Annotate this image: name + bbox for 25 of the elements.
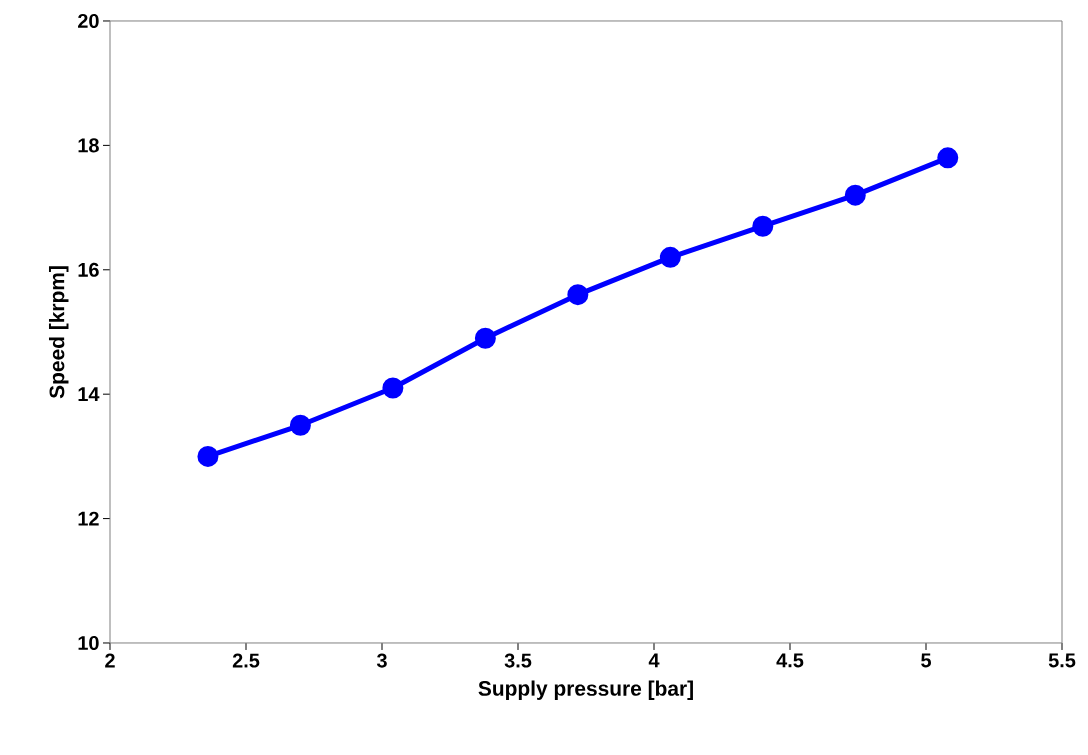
point bbox=[382, 377, 404, 399]
point bbox=[844, 184, 866, 206]
x-tick-label: 3.5 bbox=[504, 653, 532, 668]
point bbox=[937, 147, 959, 169]
y-axis-title: Speed [krpm] bbox=[48, 266, 69, 399]
x-tick-label: 4 bbox=[648, 653, 660, 668]
x-tick-label: 4.5 bbox=[776, 653, 804, 668]
y-tick-label: 16 bbox=[78, 262, 99, 277]
x-tick-label: 2 bbox=[105, 653, 115, 668]
y-tick-label: 10 bbox=[78, 635, 99, 651]
y-tick-label: 14 bbox=[78, 387, 100, 402]
point bbox=[474, 327, 496, 349]
point bbox=[289, 414, 311, 436]
x-tick-label: 5 bbox=[921, 653, 931, 668]
x-tick-label: 3 bbox=[376, 653, 387, 668]
x-tick-label: 5.5 bbox=[1048, 653, 1076, 668]
point bbox=[659, 246, 681, 268]
x-tick-label: 2.5 bbox=[232, 653, 260, 668]
x-axis-title: Supply pressure [bar] bbox=[478, 680, 693, 700]
point bbox=[197, 445, 219, 467]
point bbox=[752, 215, 774, 237]
y-tick-label: 12 bbox=[78, 511, 99, 526]
y-tick-label: 20 bbox=[78, 13, 99, 29]
y-tick-label: 18 bbox=[78, 138, 99, 153]
point bbox=[567, 284, 589, 306]
